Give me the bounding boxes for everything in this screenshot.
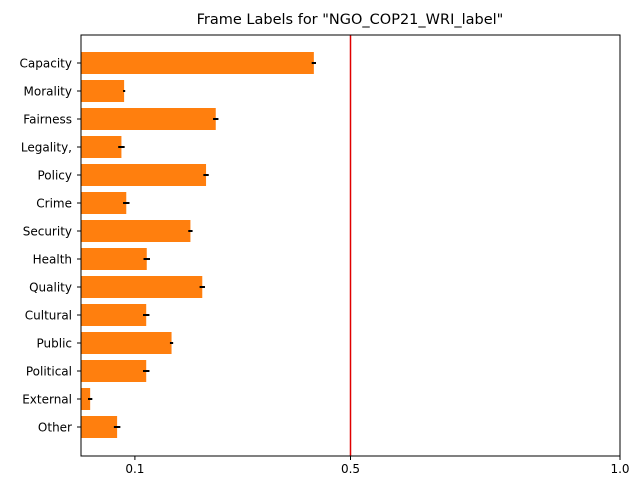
bar-legality	[81, 136, 122, 158]
bar-morality	[81, 80, 125, 102]
x-tick-label: 0.5	[341, 462, 360, 476]
bar-external	[81, 388, 91, 410]
y-tick-label-quality: Quality	[29, 281, 72, 295]
error-bars-group	[88, 62, 317, 428]
bar-public	[81, 332, 172, 354]
bar-health	[81, 248, 147, 270]
y-tick-label-health: Health	[33, 253, 72, 267]
bar-political	[81, 360, 147, 382]
y-tick-label-policy: Policy	[37, 169, 72, 183]
y-tick-label-security: Security	[23, 225, 72, 239]
bars-group	[81, 52, 314, 438]
y-tick-label-fairness: Fairness	[23, 113, 72, 127]
chart-title: Frame Labels for "NGO_COP21_WRI_label"	[197, 12, 504, 28]
y-tick-label-crime: Crime	[36, 197, 72, 211]
bar-capacity	[81, 52, 314, 74]
y-tick-label-legality: Legality,	[21, 141, 72, 155]
y-tick-label-capacity: Capacity	[20, 57, 72, 71]
bar-crime	[81, 192, 127, 214]
y-tick-label-political: Political	[26, 365, 72, 379]
bar-other	[81, 416, 118, 438]
x-tick-label: 1.0	[610, 462, 629, 476]
y-tick-label-cultural: Cultural	[25, 309, 72, 323]
y-tick-label-external: External	[22, 393, 72, 407]
bar-policy	[81, 164, 207, 186]
y-tick-label-morality: Morality	[24, 85, 72, 99]
y-tick-label-other: Other	[38, 421, 72, 435]
bar-fairness	[81, 108, 216, 130]
bar-cultural	[81, 304, 147, 326]
x-ticks-group: 0.1 0.5 1.0	[125, 456, 630, 476]
y-ticks-group: Capacity Morality Fairness Legality, Policy C…	[20, 57, 81, 435]
x-tick-label: 0.1	[125, 462, 144, 476]
y-tick-label-public: Public	[36, 337, 72, 351]
bar-quality	[81, 276, 203, 298]
bar-security	[81, 220, 191, 242]
